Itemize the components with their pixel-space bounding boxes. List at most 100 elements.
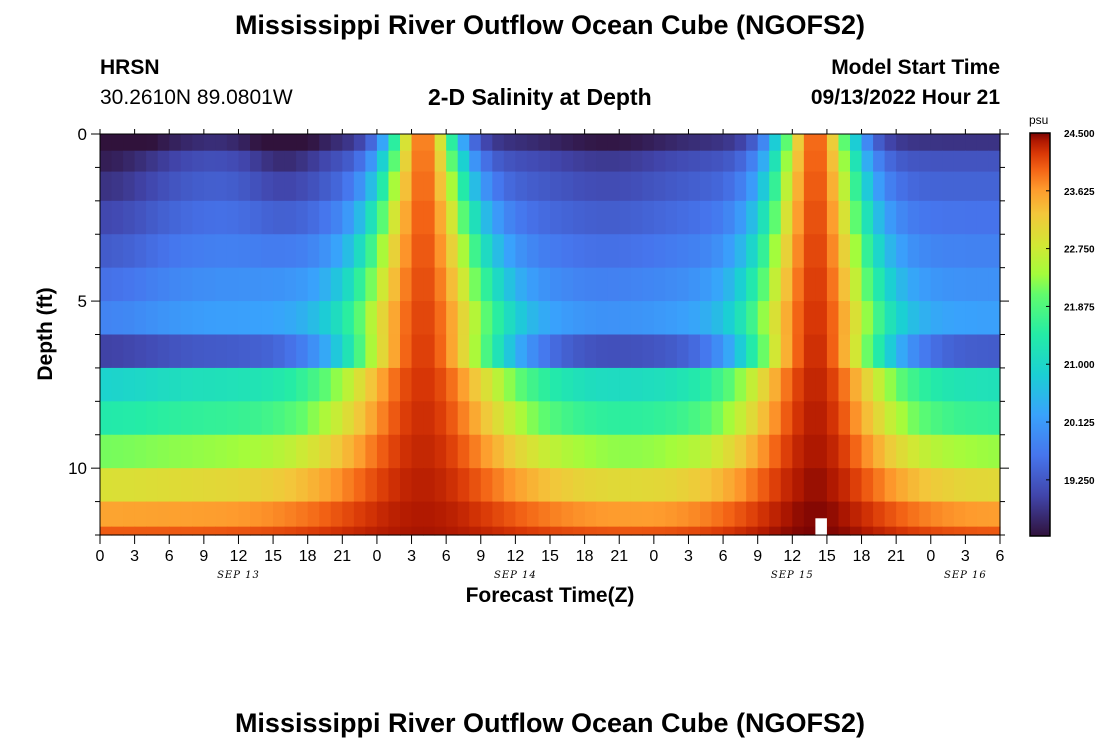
heatmap-cell — [826, 171, 840, 202]
heatmap-cell — [734, 134, 747, 152]
heatmap-cell — [884, 334, 897, 369]
heatmap-cell — [515, 501, 528, 528]
heatmap-cell — [965, 501, 978, 528]
heatmap-cell — [988, 267, 1001, 302]
heatmap-cell — [803, 468, 816, 503]
heatmap-cell — [157, 134, 170, 152]
heatmap-cell — [203, 301, 216, 336]
heatmap-cell — [711, 401, 724, 436]
heatmap-cell — [769, 267, 782, 302]
heatmap-cell — [411, 234, 424, 269]
heatmap-cell — [388, 468, 401, 503]
heatmap-cell — [826, 134, 840, 152]
heatmap-cell — [180, 367, 193, 402]
heatmap-cell — [896, 134, 909, 152]
heatmap-cell — [100, 501, 113, 528]
heatmap-cell — [861, 434, 874, 469]
heatmap-cell — [538, 301, 551, 336]
heatmap-cell — [676, 468, 690, 503]
heatmap-cell — [111, 234, 124, 269]
heatmap-cell — [365, 401, 378, 436]
heatmap-cell — [561, 200, 574, 235]
heatmap-cell — [596, 401, 609, 436]
heatmap-cell — [157, 401, 170, 436]
heatmap-cell — [746, 200, 759, 235]
heatmap-cell — [838, 526, 851, 536]
x-tick-label: 9 — [476, 548, 485, 565]
heatmap-cell — [942, 401, 955, 436]
heatmap-cell — [526, 367, 540, 402]
heatmap-cell — [711, 526, 724, 536]
heatmap-cell — [630, 234, 643, 269]
heatmap-cell — [169, 526, 182, 536]
heatmap-cell — [538, 234, 551, 269]
heatmap-cell — [826, 200, 840, 235]
heatmap-cell — [665, 367, 678, 402]
heatmap-cell — [261, 301, 274, 336]
heatmap-cell — [307, 301, 320, 336]
heatmap-cell — [353, 150, 366, 173]
heatmap-cell — [792, 526, 805, 536]
heatmap-cell — [526, 334, 540, 369]
heatmap-cell — [273, 171, 286, 202]
heatmap-cell — [815, 171, 828, 202]
heatmap-cell — [411, 501, 424, 528]
heatmap-cell — [665, 150, 678, 173]
heatmap-cell — [215, 301, 228, 336]
heatmap-cell — [907, 234, 920, 269]
heatmap-cell — [284, 434, 297, 469]
heatmap-cell — [423, 501, 436, 528]
heatmap-cell — [434, 150, 447, 173]
heatmap-cell — [815, 134, 828, 152]
heatmap-cell — [884, 267, 897, 302]
heatmap-cell — [250, 367, 263, 402]
heatmap-cell — [630, 134, 643, 152]
heatmap-cell — [596, 526, 609, 536]
heatmap-cell — [400, 367, 413, 402]
heatmap-cell — [296, 526, 309, 536]
heatmap-cell — [457, 200, 470, 235]
heatmap-cell — [642, 200, 655, 235]
heatmap-cell — [169, 334, 182, 369]
heatmap-cell — [457, 150, 470, 173]
heatmap-cell — [700, 134, 713, 152]
heatmap-cell — [584, 171, 597, 202]
heatmap-cell — [469, 301, 482, 336]
plot-subtitle: 2-D Salinity at Depth — [428, 84, 652, 110]
heatmap-cell — [619, 234, 632, 269]
heatmap-cell — [330, 301, 343, 336]
heatmap-cell — [376, 150, 390, 173]
heatmap-cell — [965, 171, 978, 202]
missing-data-cell — [815, 518, 827, 535]
heatmap-cell — [123, 434, 136, 469]
heatmap-cell — [723, 301, 736, 336]
heatmap-cell — [873, 334, 886, 369]
heatmap-cell — [561, 301, 574, 336]
heatmap-cell — [573, 367, 586, 402]
heatmap-cell — [711, 367, 724, 402]
colorbar-gradient — [1029, 132, 1051, 537]
heatmap-cell — [238, 171, 251, 202]
heatmap-cell — [423, 367, 436, 402]
heatmap-cell — [919, 150, 932, 173]
heatmap-cell — [976, 171, 990, 202]
heatmap-cell — [619, 468, 632, 503]
x-tick-label: 0 — [372, 548, 381, 565]
heatmap-cell — [584, 334, 597, 369]
heatmap-cell — [850, 401, 863, 436]
heatmap-cell — [838, 434, 851, 469]
heatmap-cell — [307, 334, 320, 369]
date-label: SEP 16 — [944, 570, 987, 581]
heatmap-cell — [123, 200, 136, 235]
heatmap-cell — [480, 134, 493, 152]
heatmap-cell — [630, 501, 643, 528]
heatmap-cell — [480, 334, 493, 369]
heatmap-cell — [850, 301, 863, 336]
heatmap-cell — [734, 334, 747, 369]
heatmap-cell — [538, 334, 551, 369]
colorbar-tick-label: 21.875 — [1064, 302, 1095, 313]
heatmap-cell — [746, 367, 759, 402]
heatmap-cell — [284, 501, 297, 528]
heatmap-cell — [573, 234, 586, 269]
heatmap-cell — [226, 401, 240, 436]
